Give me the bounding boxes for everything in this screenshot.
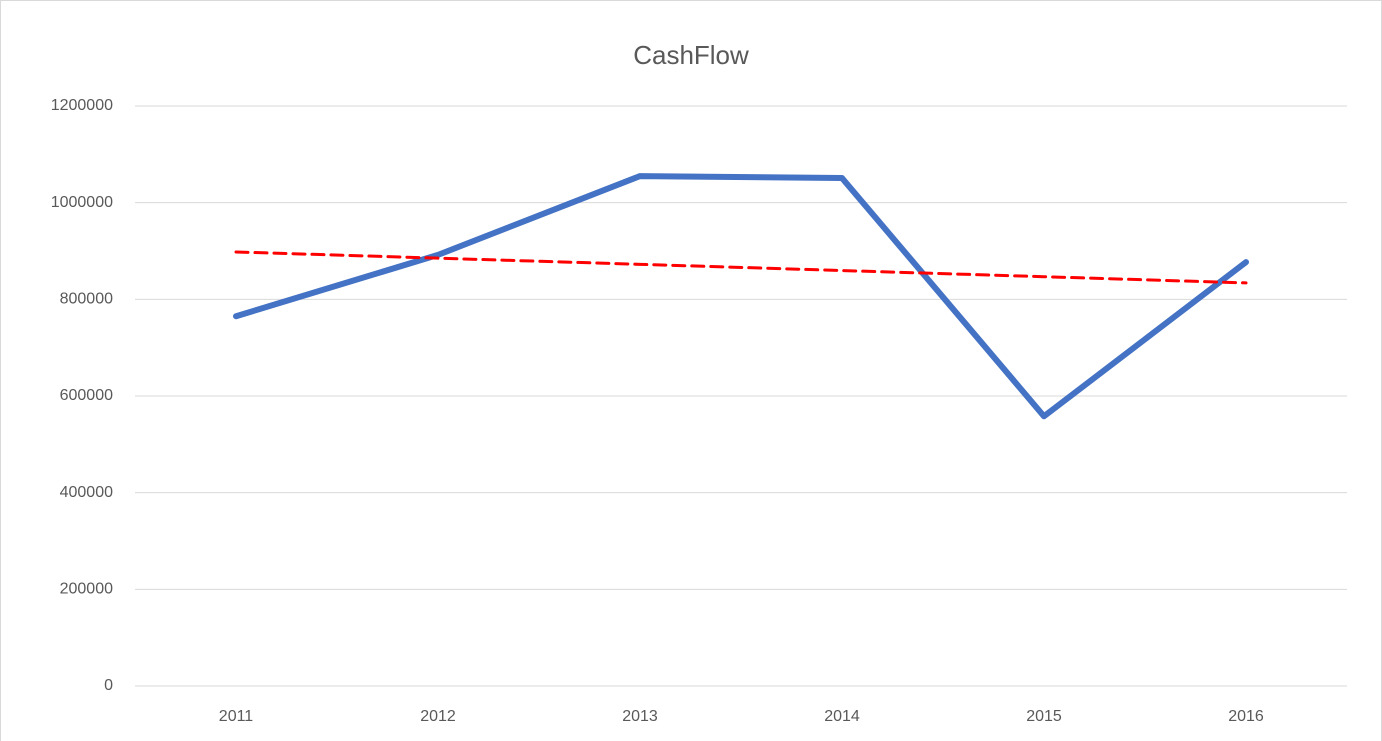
y-tick-label: 1200000 xyxy=(51,97,113,114)
trend-line xyxy=(234,250,1248,285)
y-tick-label: 800000 xyxy=(60,291,113,308)
chart-title: CashFlow xyxy=(633,40,749,70)
y-tick-label: 400000 xyxy=(60,484,113,501)
y-tick-label: 0 xyxy=(104,677,113,694)
y-tick-label: 1000000 xyxy=(51,194,113,211)
data-line xyxy=(233,173,1249,420)
x-tick-label: 2016 xyxy=(1228,708,1264,725)
x-tick-label: 2014 xyxy=(824,708,860,725)
y-tick-label: 600000 xyxy=(60,387,113,404)
x-tick-label: 2011 xyxy=(219,708,254,725)
x-tick-label: 2015 xyxy=(1026,708,1062,725)
x-tick-label: 2013 xyxy=(622,708,658,725)
x-tick-label: 2012 xyxy=(420,708,456,725)
y-tick-label: 200000 xyxy=(60,581,113,598)
